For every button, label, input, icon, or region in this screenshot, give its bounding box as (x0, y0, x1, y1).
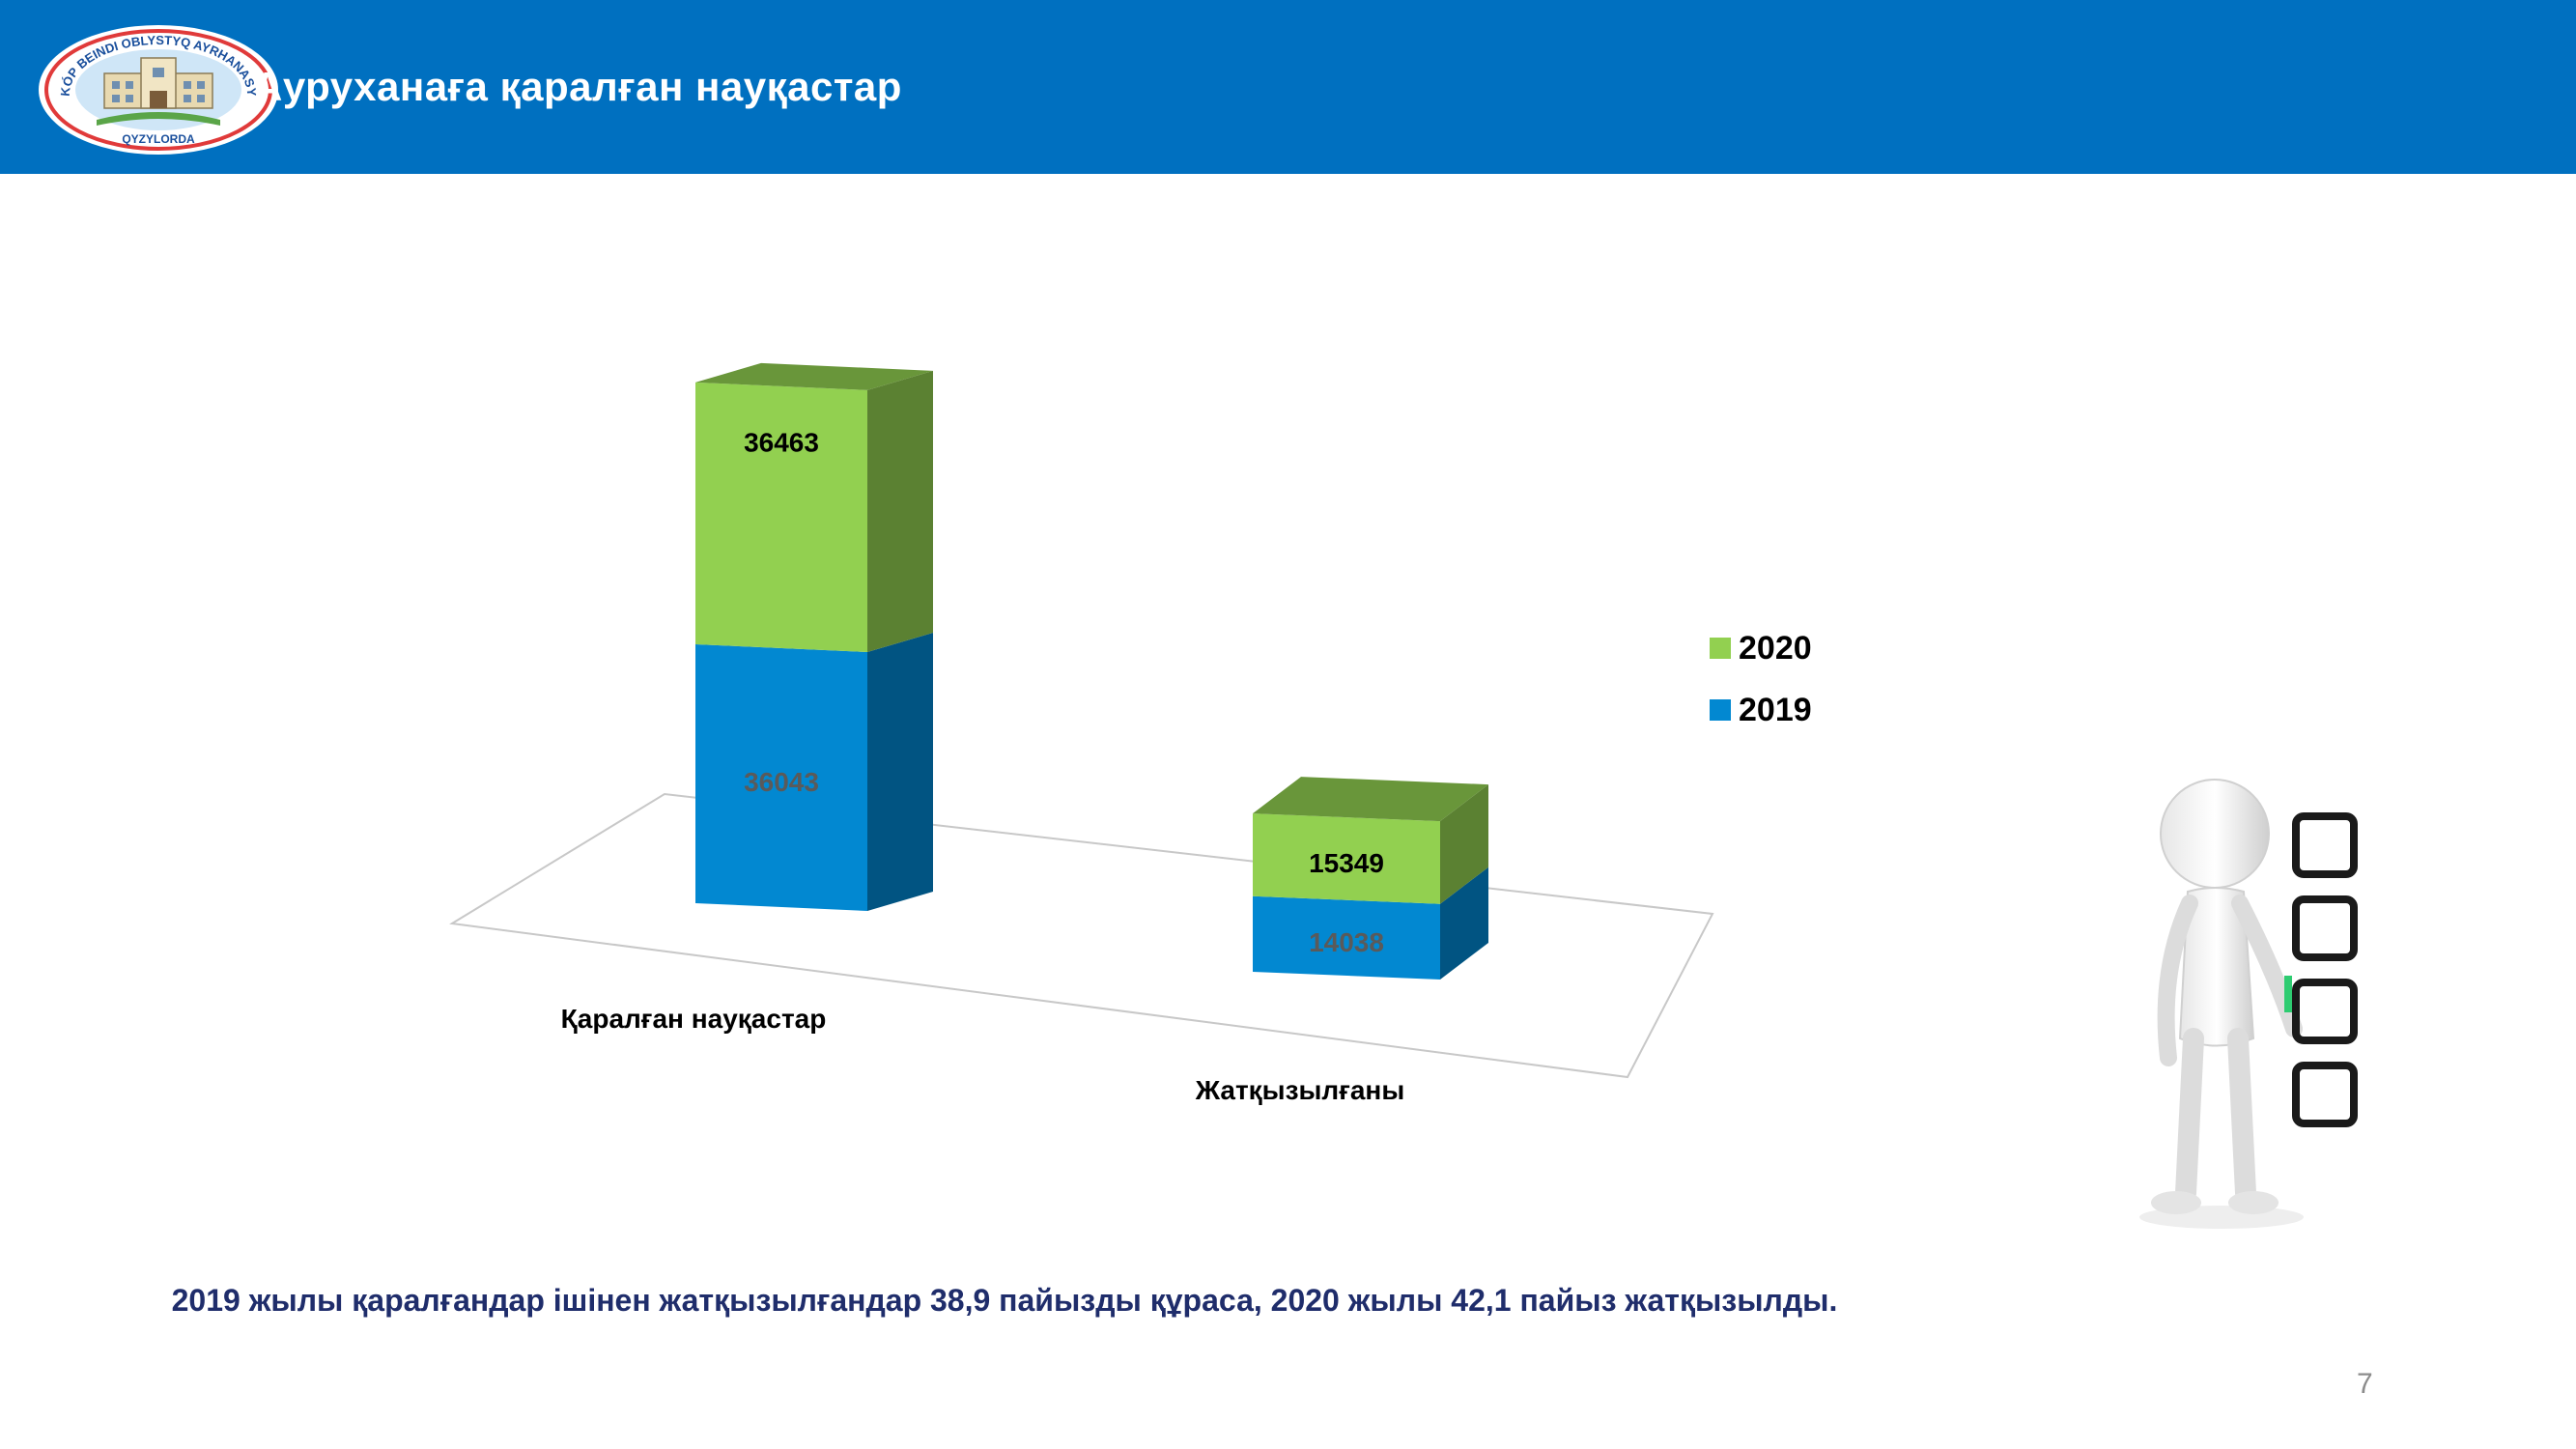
bar-0-1-front (1253, 895, 1440, 980)
stacked-3d-bar-chart: Қаралған науқастар Жатқызылғаны 36043 3646… (449, 362, 1812, 1105)
category-label-0: Қаралған науқастар (561, 1004, 827, 1034)
bar-0-0-front (695, 644, 867, 911)
bar-1-1-front (1253, 813, 1440, 904)
bar-1-0-top (695, 362, 933, 390)
legend-swatch-2019 (1710, 699, 1731, 721)
data-label-2019-0: 36043 (744, 767, 819, 797)
data-label-2020-1: 15349 (1309, 848, 1384, 878)
summary-text: 2019 жылы қаралғандар ішінен жатқызылған… (171, 1283, 1838, 1318)
page-title: Ауруханаға қаралған науқастар (253, 64, 902, 109)
bar-1-0-side (867, 370, 933, 652)
svg-text:QYZYLORDA: QYZYLORDA (122, 132, 195, 146)
page-number: 7 (2357, 1368, 2373, 1400)
hospital-logo-icon: KÓP BEINDI OBLYSTYQ AYRHANASY QYZYLORDA (39, 25, 278, 155)
bar-1-1-side (1440, 784, 1488, 904)
category-label-1: Жатқызылғаны (1195, 1075, 1405, 1105)
bar-0-0-side (867, 633, 933, 911)
data-label-2019-1: 14038 (1309, 927, 1384, 957)
header-bar: KÓP BEINDI OBLYSTYQ AYRHANASY QYZYLORDA … (0, 0, 2576, 174)
bar-1-0-front (695, 382, 867, 652)
legend-swatch-2020 (1710, 638, 1731, 659)
legend-label-2020: 2020 (1739, 630, 1812, 667)
bar-0-1-side (1440, 867, 1488, 980)
person-checklist-icon (2139, 779, 2358, 1229)
bar-1-1-top (1253, 777, 1488, 822)
data-label-2020-0: 36463 (744, 427, 819, 457)
legend-label-2019: 2019 (1739, 692, 1812, 728)
chart-floor (449, 792, 1714, 1079)
